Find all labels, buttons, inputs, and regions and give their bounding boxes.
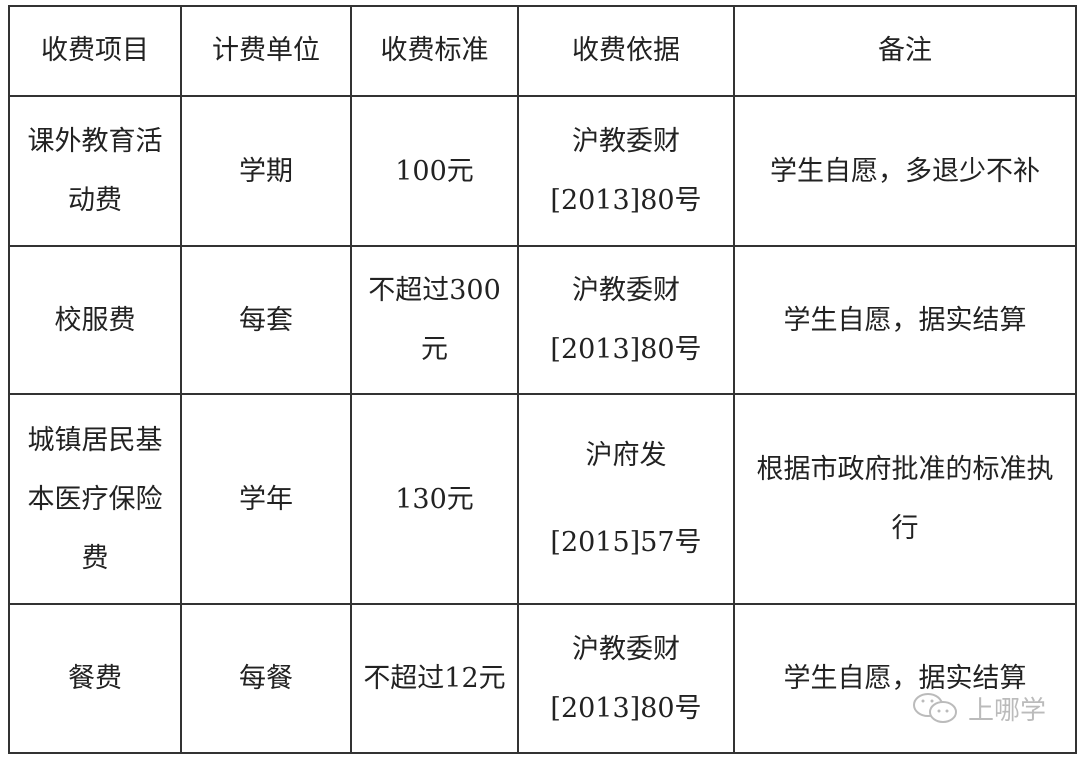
table-row: 餐费 每餐 不超过12元 沪教委财 [2013]80号 学生自愿，据实结算	[8, 603, 1077, 754]
cell-line: [2013]80号	[550, 334, 702, 365]
cell-billing-unit: 每餐	[180, 603, 352, 754]
cell-line: 课外教育活	[27, 126, 163, 157]
cell-line: 沪教委财	[572, 275, 680, 306]
cell-line: 行	[891, 513, 919, 544]
cell-line: 根据市政府批准的标准执	[756, 454, 1054, 485]
header-billing-unit: 计费单位	[180, 5, 352, 97]
cell-billing-unit: 每套	[180, 245, 352, 395]
cell-billing-unit: 学年	[180, 393, 352, 605]
header-fee-basis: 收费依据	[517, 5, 735, 97]
cell-line: 沪教委财	[572, 126, 680, 157]
cell-line: [2015]57号	[550, 527, 702, 558]
cell-fee-item: 城镇居民基本医疗保险费	[8, 393, 182, 605]
cell-line: 费	[81, 542, 109, 574]
cell-line: [2013]80号	[550, 185, 702, 216]
cell-line: 不超过12元	[363, 663, 506, 694]
cell-line: 学生自愿，据实结算	[783, 304, 1027, 336]
cell-line: 校服费	[54, 304, 136, 336]
cell-line: 100元	[395, 155, 474, 187]
cell-line: 餐费	[68, 663, 122, 694]
watermark: 上哪学	[912, 690, 1046, 727]
table-row: 城镇居民基 本医疗保险费学年 130元 沪府发 [2015]57号 根据市政府批准的标准执…	[8, 393, 1077, 605]
cell-billing-unit: 学期	[180, 95, 352, 247]
cell-line: 沪府发	[585, 440, 667, 471]
cell-line: 城镇居民基	[27, 424, 163, 456]
cell-line: 不超过300	[368, 275, 501, 306]
cell-remarks: 学生自愿，据实结算	[733, 603, 1077, 754]
cell-fee-basis: 沪教委财 [2013]80号	[517, 603, 735, 754]
wechat-icon	[912, 692, 962, 726]
cell-remarks: 学生自愿，多退少不补	[733, 95, 1077, 247]
table-row: 课外教育活动费 学期 100元 沪教委财 [2013]80号 学生自愿，多退少不补	[8, 95, 1077, 247]
cell-fee-standard: 130元	[350, 393, 519, 605]
cell-line: 元	[421, 334, 448, 365]
cell-line: 学生自愿，据实结算	[783, 663, 1027, 694]
cell-line: 动费	[68, 185, 122, 216]
cell-remarks: 根据市政府批准的标准执行	[733, 393, 1077, 605]
cell-fee-basis: 沪教委财 [2013]80号	[517, 95, 735, 247]
cell-line: [2013]80号	[550, 692, 702, 724]
cell-fee-standard: 不超过300 元	[350, 245, 519, 395]
cell-fee-item: 课外教育活 动费	[8, 95, 182, 247]
cell-line: 每套	[239, 304, 293, 336]
cell-remarks: 学生自愿，据实结算	[733, 245, 1077, 395]
header-row: 收费项目 计费单位 收费标准 收费依据 备注	[8, 5, 1077, 97]
cell-fee-item: 校服费	[8, 245, 182, 395]
header-remarks: 备注	[733, 5, 1077, 97]
header-fee-standard: 收费标准	[350, 5, 519, 97]
cell-fee-item: 餐费	[8, 603, 182, 754]
cell-fee-basis: 沪教委财 [2013]80号	[517, 245, 735, 395]
cell-fee-standard: 不超过12元	[350, 603, 519, 754]
cell-line: 沪教委财	[572, 633, 680, 665]
cell-line: 本医疗保险	[27, 483, 163, 515]
fee-table: 收费项目 计费单位 收费标准 收费依据 备注 课外教育活 动费 学期 100元 沪教委财…	[8, 5, 1077, 754]
cell-line: 学年	[239, 483, 293, 515]
header-fee-item: 收费项目	[8, 5, 182, 97]
cell-fee-basis: 沪府发 [2015]57号	[517, 393, 735, 605]
cell-line: 130元	[395, 483, 474, 515]
table-row: 校服费 每套 不超过300 元 沪教委财 [2013]80号 学生自愿，据实结算	[8, 245, 1077, 395]
watermark-text: 上哪学	[968, 696, 1047, 726]
cell-line: 学期	[239, 155, 293, 187]
cell-fee-standard: 100元	[350, 95, 519, 247]
cell-line: 学生自愿，多退少不补	[770, 155, 1040, 187]
cell-line: 每餐	[239, 663, 293, 694]
